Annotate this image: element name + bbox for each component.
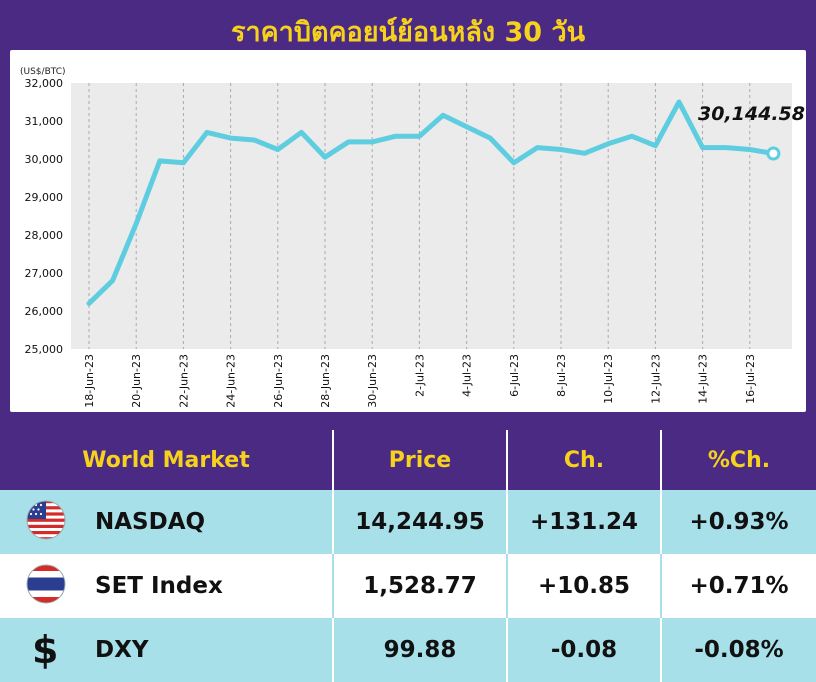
header-price: Price	[334, 430, 508, 490]
row-price: 14,244.95	[334, 490, 508, 554]
row-pct-change: -0.08%	[694, 637, 784, 663]
row-name: DXY	[0, 618, 334, 682]
x-tick-label: 22-Jun-23	[177, 354, 190, 408]
y-tick-label: 30,000	[25, 153, 64, 166]
x-tick-label: 6-Jul-23	[508, 354, 521, 397]
thai-flag-icon	[26, 564, 66, 608]
y-tick-label: 31,000	[25, 115, 64, 128]
header-world-market: World Market	[0, 430, 334, 490]
world-market-table: World Market Price Ch. %Ch.	[0, 430, 816, 682]
x-tick-label: 10-Jul-23	[602, 354, 615, 404]
header-pct-change: %Ch.	[707, 447, 771, 473]
row-change: +131.24	[508, 490, 662, 554]
x-tick-label: 4-Jul-23	[461, 354, 474, 397]
header-change: Ch.	[508, 430, 662, 490]
y-tick-label: 26,000	[25, 305, 64, 318]
x-tick-label: 26-Jun-23	[272, 354, 285, 408]
series-line	[86, 99, 776, 306]
last-value-label: 30,144.58	[698, 103, 805, 125]
table-row: $ DXY 99.88 -0.08 -0.08%	[0, 618, 816, 682]
row-name: SET Index	[0, 554, 334, 618]
x-tick-label: 14-Jul-23	[697, 354, 710, 404]
table-header-row: World Market Price Ch. %Ch.	[0, 430, 816, 490]
x-tick-label: 8-Jul-23	[555, 354, 568, 397]
x-tick-label: 30-Jun-23	[366, 354, 379, 408]
y-tick-label: 27,000	[25, 267, 64, 280]
y-tick-label: 28,000	[25, 229, 64, 242]
us-flag-icon	[26, 500, 66, 544]
y-unit-label: (US$/BTC)	[20, 67, 66, 77]
x-tick-label: 12-Jul-23	[649, 354, 662, 404]
y-tick-label: 29,000	[25, 191, 64, 204]
dollar-sign-icon: $	[32, 628, 59, 672]
chart-panel: (US$/BTC) 32,000 31,000 30,000 29,000 28,000 2…	[10, 50, 806, 412]
row-change: +10.85	[508, 554, 662, 618]
row-pct-change: +0.93%	[689, 509, 789, 535]
table-row: NASDAQ 14,244.95 +131.24 +0.93%	[0, 490, 816, 554]
last-point-marker	[766, 146, 781, 161]
x-tick-label: 18-Jun-23	[83, 354, 96, 408]
row-name: NASDAQ	[0, 490, 334, 554]
row-price: 1,528.77	[334, 554, 508, 618]
x-tick-label: 16-Jul-23	[744, 354, 757, 404]
y-tick-label: 32,000	[25, 77, 64, 90]
row-price: 99.88	[334, 618, 508, 682]
x-tick-label: 20-Jun-23	[130, 354, 143, 408]
price-line-chart: (US$/BTC)32,000 31,000 30,000 29,000 28,000 2…	[20, 67, 805, 408]
x-tick-label: 28-Jun-23	[319, 354, 332, 408]
x-tick-label: 24-Jun-23	[225, 354, 238, 408]
row-pct-change: +0.71%	[689, 573, 789, 599]
y-tick-label: 25,000	[25, 343, 64, 356]
row-change: -0.08	[508, 618, 662, 682]
table-row: SET Index 1,528.77 +10.85 +0.71%	[0, 554, 816, 618]
chart-title: ราคาบิตคอยน์ย้อนหลัง 30 วัน	[230, 17, 586, 48]
x-tick-label: 2-Jul-23	[413, 354, 426, 397]
